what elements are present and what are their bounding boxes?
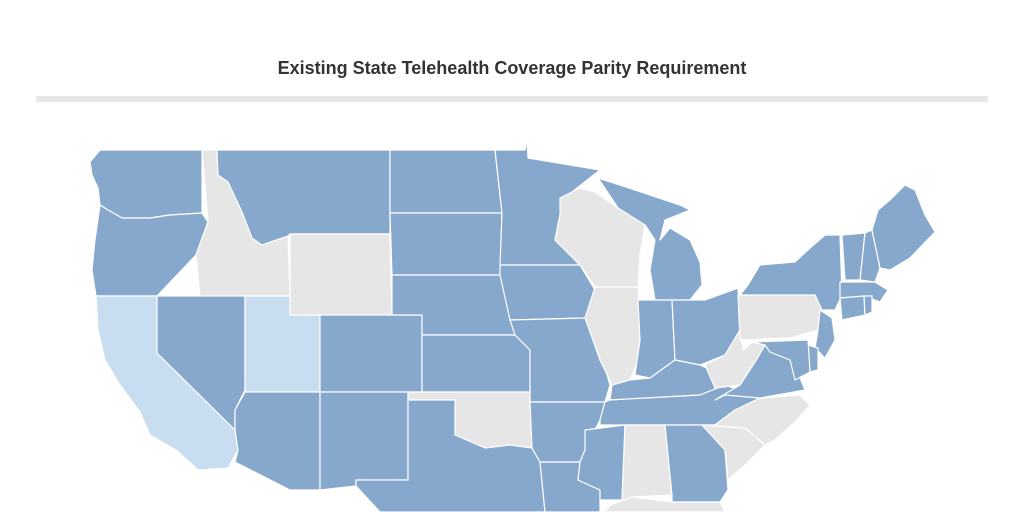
state-CO: [319, 314, 423, 393]
state-MI: [597, 177, 703, 301]
state-NY: [739, 234, 843, 311]
state-MD: [751, 339, 811, 381]
state-ND: [389, 149, 503, 214]
state-AZ: [234, 391, 321, 491]
state-IA: [499, 264, 596, 321]
state-CT: [839, 295, 866, 321]
state-RI: [863, 295, 873, 316]
state-KS: [421, 334, 531, 393]
state-AL: [621, 424, 673, 506]
state-FL: [604, 496, 726, 512]
state-OR: [91, 204, 209, 297]
map-title: Existing State Telehealth Coverage Parit…: [277, 58, 747, 78]
state-PA: [737, 294, 823, 341]
state-NC: [701, 394, 811, 446]
title-divider: [36, 96, 988, 102]
state-WA: [89, 149, 203, 219]
state-NJ: [814, 309, 836, 359]
state-ME: [871, 184, 936, 271]
state-NM: [319, 391, 409, 491]
state-WI: [554, 187, 646, 288]
state-NH: [859, 229, 881, 283]
state-SD: [389, 212, 503, 276]
state-WY: [289, 233, 393, 316]
